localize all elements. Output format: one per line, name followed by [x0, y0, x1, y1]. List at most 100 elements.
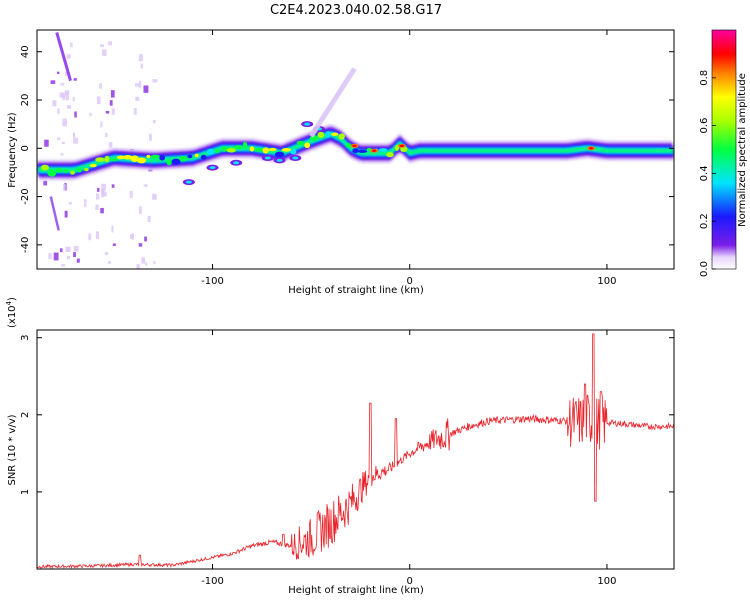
- spectrogram-speckle: [148, 134, 152, 141]
- spectrogram-blob: [116, 155, 125, 160]
- spectrogram-side-blob-core: [233, 161, 240, 165]
- spectrogram-speckle: [95, 204, 99, 210]
- snr-panel: -100 0 100 1 2 3 Height of straight line (km)…: [5, 297, 675, 596]
- spectrogram-speckle: [152, 119, 156, 124]
- spectrogram-blob: [254, 148, 264, 152]
- spectrogram-speckle: [59, 92, 64, 98]
- spectrogram-speckle: [56, 71, 60, 74]
- spectrogram-blob: [338, 133, 345, 140]
- spectrogram-y-tick-label: 20: [20, 94, 31, 107]
- spectrogram-speckle: [68, 202, 72, 205]
- spectrogram-speckle: [133, 107, 137, 115]
- spectrogram-speckle: [73, 245, 79, 252]
- spectrogram-speckle: [43, 180, 48, 186]
- spectrogram-speckle: [44, 139, 49, 147]
- spectrogram-streak: [55, 32, 72, 82]
- spectrogram-speckle: [152, 79, 158, 83]
- spectrogram-blob: [136, 157, 147, 164]
- spectrogram-y-tick-label: -20: [20, 188, 31, 204]
- spectrogram-blob: [215, 149, 220, 154]
- spectrogram-blob: [207, 148, 215, 155]
- figure-title: C2E4.2023.040.02.58.G17: [270, 3, 442, 18]
- spectrogram-speckle: [95, 231, 100, 239]
- spectrogram-speckle: [130, 234, 134, 240]
- spectrogram-speckle: [138, 80, 142, 88]
- spectrogram-speckle: [73, 78, 77, 81]
- snr-y-tick-label: 2: [20, 412, 31, 418]
- spectrogram-hotspot-core: [399, 144, 405, 148]
- spectrogram-speckle: [153, 260, 156, 265]
- spectrogram-speckle: [152, 193, 157, 200]
- spectrogram-speckle: [65, 92, 69, 101]
- spectrogram-speckle: [63, 184, 66, 191]
- spectrogram-speckle: [135, 83, 140, 87]
- spectrogram-speckle: [73, 137, 79, 144]
- spectrogram-speckle: [109, 100, 113, 106]
- spectrogram-panel: -100 0 100 -40 -20 0 20 40 Height of straight l…: [7, 29, 675, 296]
- snr-x-tick-label: 100: [597, 576, 616, 587]
- colorbar-tick-label: 0.4: [699, 165, 710, 181]
- spectrogram-speckle: [60, 83, 65, 86]
- spectrogram-speckle: [102, 191, 107, 197]
- spectrogram-speckle: [61, 263, 66, 267]
- snr-x-tick-label: 0: [407, 576, 413, 587]
- spectrogram-blob: [179, 155, 187, 162]
- spectrogram-blob: [281, 147, 292, 152]
- spectrogram-speckle: [111, 108, 115, 115]
- spectrogram-rising-feature: [309, 67, 357, 138]
- spectrogram-speckle: [88, 233, 92, 241]
- spectrogram-blob: [242, 141, 248, 149]
- snr-y-scale: (x104): [5, 297, 18, 328]
- spectrogram-side-blob-core: [292, 156, 299, 160]
- spectrogram-blob: [290, 149, 297, 155]
- spectrogram-speckle: [64, 90, 70, 96]
- spectrogram-speckle: [102, 49, 107, 56]
- spectrogram-speckle: [60, 95, 66, 98]
- spectrogram-blob: [331, 132, 339, 136]
- spectrogram-speckle: [72, 96, 75, 102]
- spectrogram-speckle: [50, 80, 56, 84]
- spectrogram-speckle: [83, 199, 87, 208]
- spectrogram-side-blob-core: [276, 158, 283, 162]
- spectrogram-x-label: Height of straight line (km): [288, 285, 424, 296]
- spectrogram-speckle: [108, 41, 113, 46]
- spectrogram-heatmap: [37, 32, 674, 269]
- snr-y-tick-label: 1: [20, 489, 31, 495]
- spectrogram-speckle: [95, 193, 100, 200]
- spectrogram-blob: [317, 131, 325, 138]
- spectrogram-speckle: [135, 96, 140, 102]
- spectrogram-blob: [296, 140, 304, 145]
- spectrogram-speckle: [140, 63, 143, 69]
- spectrogram-speckle: [52, 100, 57, 107]
- spectrogram-speckle: [138, 206, 142, 214]
- spectrogram-layers: [37, 32, 674, 269]
- colorbar-gradient: [712, 30, 736, 269]
- spectrogram-speckle: [60, 153, 64, 156]
- spectrogram-speckle: [143, 85, 149, 93]
- colorbar-label: Normalized spectral amplitude: [737, 73, 748, 227]
- spectrogram-speckle: [138, 243, 143, 247]
- spectrogram-speckle: [62, 118, 67, 127]
- spectrogram-speckle: [104, 251, 109, 255]
- spectrogram-blob: [171, 158, 181, 165]
- spectrogram-speckle: [141, 257, 146, 264]
- spectrogram-blob: [304, 142, 311, 149]
- spectrogram-frame: [36, 29, 675, 270]
- spectrogram-blob: [394, 144, 400, 151]
- spectrogram-speckle: [105, 110, 110, 114]
- colorbar-tick-label: 0.8: [699, 70, 710, 86]
- snr-x-tick-label: -100: [201, 576, 224, 587]
- colorbar-tick-label: 0.0: [699, 261, 710, 277]
- spectrogram-speckle: [57, 137, 61, 141]
- colorbar-tick-label: 0.2: [699, 213, 710, 229]
- spectrogram-side-blob-core: [209, 166, 216, 170]
- spectrogram-speckle: [57, 108, 60, 114]
- spectrogram-speckle: [61, 141, 65, 145]
- spectrogram-speckle: [70, 42, 73, 48]
- spectrogram-blob: [345, 143, 352, 148]
- spectrogram-blob: [268, 147, 277, 152]
- spectrogram-blob: [62, 169, 69, 174]
- spectrogram-blob: [40, 164, 50, 171]
- spectrogram-speckle: [64, 210, 68, 218]
- spectrogram-speckle: [72, 134, 76, 138]
